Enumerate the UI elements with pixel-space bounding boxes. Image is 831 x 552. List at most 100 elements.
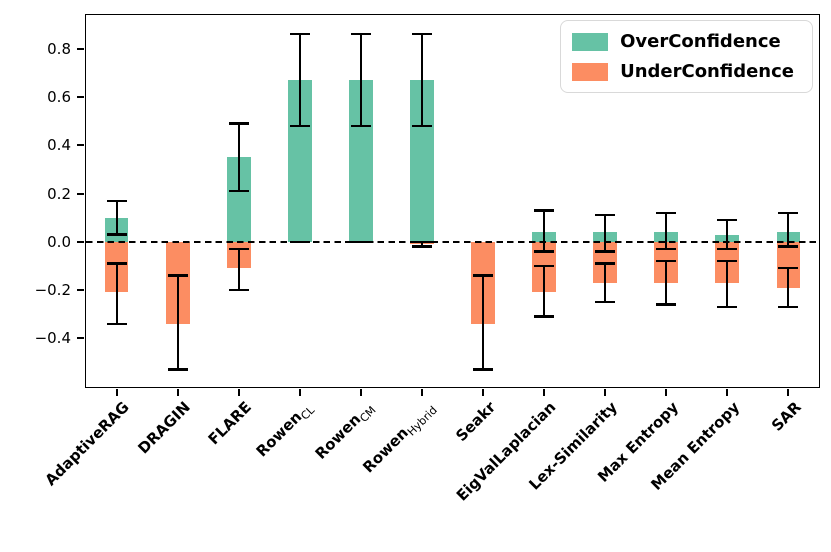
error-bar-overconfidence <box>237 123 240 192</box>
bar-underconfidence <box>776 241 801 288</box>
y-tick-label: 0.0 <box>47 232 71 251</box>
y-tick-mark <box>77 96 84 99</box>
error-bar-cap <box>595 262 616 265</box>
error-bar-cap <box>656 211 677 214</box>
error-bar-underconfidence <box>176 275 179 370</box>
y-tick-mark <box>77 192 84 195</box>
x-tick-mark <box>726 389 729 396</box>
legend-item-overconfidence: OverConfidence <box>572 31 794 52</box>
y-tick-label: 0.6 <box>47 88 71 107</box>
error-bar-underconfidence <box>604 263 607 303</box>
legend-label-underconfidence: UnderConfidence <box>620 61 794 82</box>
y-tick-label: 0.2 <box>47 184 71 203</box>
error-bar-cap <box>595 300 616 304</box>
y-tick-label: 0.8 <box>47 39 71 58</box>
error-bar-overconfidence <box>420 34 423 126</box>
error-bar-cap <box>534 315 555 318</box>
error-bar-cap <box>106 322 127 325</box>
x-tick-mark <box>604 389 607 396</box>
error-bar-cap <box>411 33 432 36</box>
x-tick-mark <box>665 389 668 396</box>
error-bar-cap <box>656 247 677 251</box>
y-tick-label: −0.2 <box>34 281 71 300</box>
error-bar-cap <box>656 259 677 263</box>
x-tick-mark <box>237 389 240 396</box>
error-bar-underconfidence <box>787 268 790 307</box>
error-bar-cap <box>350 124 371 128</box>
error-bar-underconfidence <box>482 275 485 370</box>
y-tick-mark <box>77 337 84 340</box>
error-bar-underconfidence <box>237 249 240 290</box>
x-tick-mark <box>359 389 362 396</box>
error-bar-cap <box>106 262 127 265</box>
error-bar-cap <box>534 250 555 253</box>
legend: OverConfidence UnderConfidence <box>560 20 813 93</box>
error-bar-cap <box>289 124 310 128</box>
error-bar-cap <box>228 122 249 125</box>
x-tick-label: SAR <box>767 398 805 435</box>
bar-overconfidence <box>410 80 434 242</box>
x-tick-mark <box>787 389 790 396</box>
error-bar-overconfidence <box>298 34 301 126</box>
error-bar-cap <box>167 368 188 371</box>
error-bar-cap <box>717 218 738 222</box>
y-tick-mark <box>77 47 84 50</box>
error-bar-cap <box>778 267 799 270</box>
error-bar-cap <box>228 189 249 193</box>
y-tick-mark <box>77 240 84 243</box>
x-tick-label: AdaptiveRAG <box>41 398 133 490</box>
error-bar-cap <box>473 368 494 371</box>
underconfidence-swatch <box>572 62 609 81</box>
x-tick-mark <box>115 389 118 396</box>
error-bar-cap <box>350 240 371 243</box>
error-bar-cap <box>534 209 555 212</box>
error-bar-overconfidence <box>787 212 790 247</box>
x-tick-label: FLARE <box>204 398 255 449</box>
error-bar-cap <box>717 305 738 309</box>
error-bar-overconfidence <box>543 210 546 252</box>
x-tick-label: RowenCL <box>253 403 318 461</box>
error-bar-cap <box>717 247 738 251</box>
y-tick-label: −0.4 <box>34 329 71 348</box>
x-tick-mark <box>298 389 301 396</box>
x-tick-mark <box>420 389 423 396</box>
error-bar-overconfidence <box>726 220 729 249</box>
x-tick-label: Seakr <box>451 398 499 446</box>
error-bar-cap <box>778 305 799 309</box>
error-bar-cap <box>717 259 738 263</box>
error-bar-cap <box>106 233 127 236</box>
bar-overconfidence <box>226 157 251 242</box>
plot-area: OverConfidence UnderConfidence −0.4 −0.2 0… <box>35 14 820 505</box>
error-bar-cap <box>411 240 432 243</box>
error-bar-cap <box>411 245 432 248</box>
error-bar-overconfidence <box>359 34 362 126</box>
x-tick-mark <box>482 389 485 396</box>
error-bar-cap <box>656 303 677 306</box>
error-bar-cap <box>778 211 799 214</box>
error-bar-cap <box>534 264 555 268</box>
x-tick-mark <box>543 389 546 396</box>
error-bar-underconfidence <box>665 261 668 305</box>
bar-overconfidence <box>348 80 373 242</box>
x-tick-label-subscript: Hybrid <box>404 403 440 439</box>
legend-label-overconfidence: OverConfidence <box>620 31 781 52</box>
error-bar-cap <box>289 240 310 243</box>
error-bar-cap <box>411 124 432 128</box>
x-tick-label: DRAGIN <box>133 398 194 458</box>
legend-item-underconfidence: UnderConfidence <box>572 61 794 82</box>
bar-overconfidence <box>287 80 312 242</box>
y-tick-label: 0.4 <box>47 136 71 155</box>
error-bar-overconfidence <box>665 212 668 249</box>
error-bar-cap <box>778 245 799 248</box>
error-bar-cap <box>595 214 616 217</box>
y-tick-mark <box>77 144 84 147</box>
error-bar-underconfidence <box>543 265 546 317</box>
error-bar-cap <box>106 199 127 202</box>
error-bar-underconfidence <box>726 261 729 307</box>
error-bar-cap <box>167 274 188 277</box>
error-bar-overconfidence <box>604 215 607 252</box>
y-tick-mark <box>77 289 84 292</box>
error-bar-overconfidence <box>115 200 118 235</box>
error-bar-underconfidence <box>115 263 118 324</box>
